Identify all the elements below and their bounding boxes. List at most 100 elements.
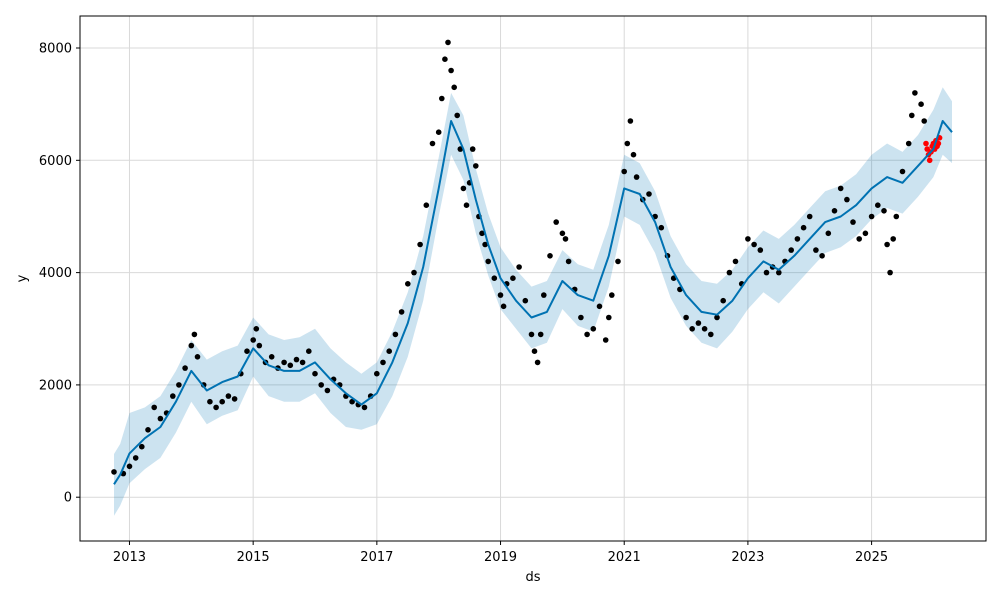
y-tick-label: 4000 <box>39 266 72 281</box>
observed-point <box>253 326 260 332</box>
observed-point <box>126 463 133 470</box>
observed-point <box>194 354 201 360</box>
observed-point <box>182 365 188 371</box>
observed-point <box>881 208 887 214</box>
observed-point <box>884 241 890 248</box>
observed-point <box>191 331 198 338</box>
observed-point <box>794 236 801 242</box>
observed-point <box>312 370 318 377</box>
observed-point <box>584 331 590 338</box>
observed-point <box>633 174 640 180</box>
uncertainty-band-layer <box>114 87 952 516</box>
observed-point <box>708 331 714 338</box>
observed-point <box>887 269 893 276</box>
observed-point <box>281 359 287 366</box>
x-tick-label: 2013 <box>113 550 146 565</box>
observed-point <box>497 292 504 298</box>
observed-point <box>541 292 547 298</box>
observed-point <box>714 314 720 321</box>
observed-point <box>918 101 924 107</box>
observed-point <box>751 241 757 248</box>
x-tick-label: 2019 <box>484 550 517 565</box>
observed-point <box>463 202 470 208</box>
observed-point <box>562 236 569 242</box>
observed-point <box>534 359 541 366</box>
observed-point <box>469 146 476 152</box>
observed-point <box>537 331 544 338</box>
observed-point <box>909 112 915 119</box>
y-axis-label: y <box>15 274 30 282</box>
observed-point <box>231 396 238 402</box>
observed-point <box>726 269 733 276</box>
observed-point <box>411 269 417 276</box>
observed-point <box>188 342 195 349</box>
plot-frame <box>79 15 987 542</box>
grid-layer <box>80 16 986 541</box>
observed-point <box>139 443 145 450</box>
observed-point <box>522 297 529 304</box>
observed-point <box>850 219 856 225</box>
x-tick-label: 2015 <box>237 550 270 565</box>
observed-point <box>788 247 794 253</box>
observed-point <box>528 331 535 338</box>
observed-point <box>732 258 739 265</box>
observed-point <box>417 241 423 248</box>
observed-point <box>615 258 621 265</box>
x-tick-label: 2017 <box>360 550 393 565</box>
observed-point <box>627 118 634 124</box>
observed-point <box>445 39 451 46</box>
observed-point <box>485 258 492 265</box>
observed-point <box>531 348 538 355</box>
observed-point <box>361 404 368 411</box>
observed-point <box>374 370 380 377</box>
observed-point <box>454 112 461 119</box>
observed-point <box>875 202 881 208</box>
observed-point <box>423 202 430 208</box>
observed-point <box>844 196 850 203</box>
observed-point <box>559 230 566 237</box>
observed-point <box>473 163 479 169</box>
observed-point <box>763 269 770 276</box>
observed-point <box>111 469 117 475</box>
x-tick-label: 2025 <box>855 550 888 565</box>
observed-point <box>757 247 764 253</box>
observed-point <box>624 140 631 147</box>
observed-point <box>479 230 485 237</box>
y-tick-label: 8000 <box>39 42 72 57</box>
y-tick-label: 0 <box>64 491 72 506</box>
observed-point <box>500 303 507 310</box>
forecast-line <box>113 120 953 485</box>
observed-point <box>225 393 232 399</box>
observed-point <box>176 382 182 388</box>
observed-point <box>460 185 467 192</box>
observed-point <box>491 275 498 282</box>
observed-point <box>157 415 164 422</box>
observed-point <box>905 140 912 147</box>
observed-point <box>145 427 151 433</box>
x-tick-label: 2023 <box>731 550 764 565</box>
observed-point <box>392 331 399 338</box>
observed-point <box>701 326 708 332</box>
observed-point <box>287 362 294 369</box>
observed-point <box>912 90 918 96</box>
uncertainty-band <box>114 87 952 516</box>
observed-point <box>250 337 256 343</box>
observed-point <box>380 359 386 366</box>
observed-point <box>856 236 862 242</box>
observed-point <box>299 359 306 366</box>
observed-point <box>244 348 250 355</box>
observed-point <box>482 241 488 248</box>
observed-point <box>565 258 572 265</box>
observed-point <box>890 236 896 242</box>
observed-point <box>448 67 454 74</box>
observed-point <box>646 191 652 197</box>
observed-point <box>439 95 445 102</box>
observed-point <box>621 168 627 175</box>
observed-point <box>745 236 751 242</box>
observed-point <box>293 356 300 363</box>
observed-point <box>602 337 609 343</box>
highlight-point <box>926 157 933 164</box>
observed-point <box>695 320 702 326</box>
observed-point <box>689 326 695 332</box>
